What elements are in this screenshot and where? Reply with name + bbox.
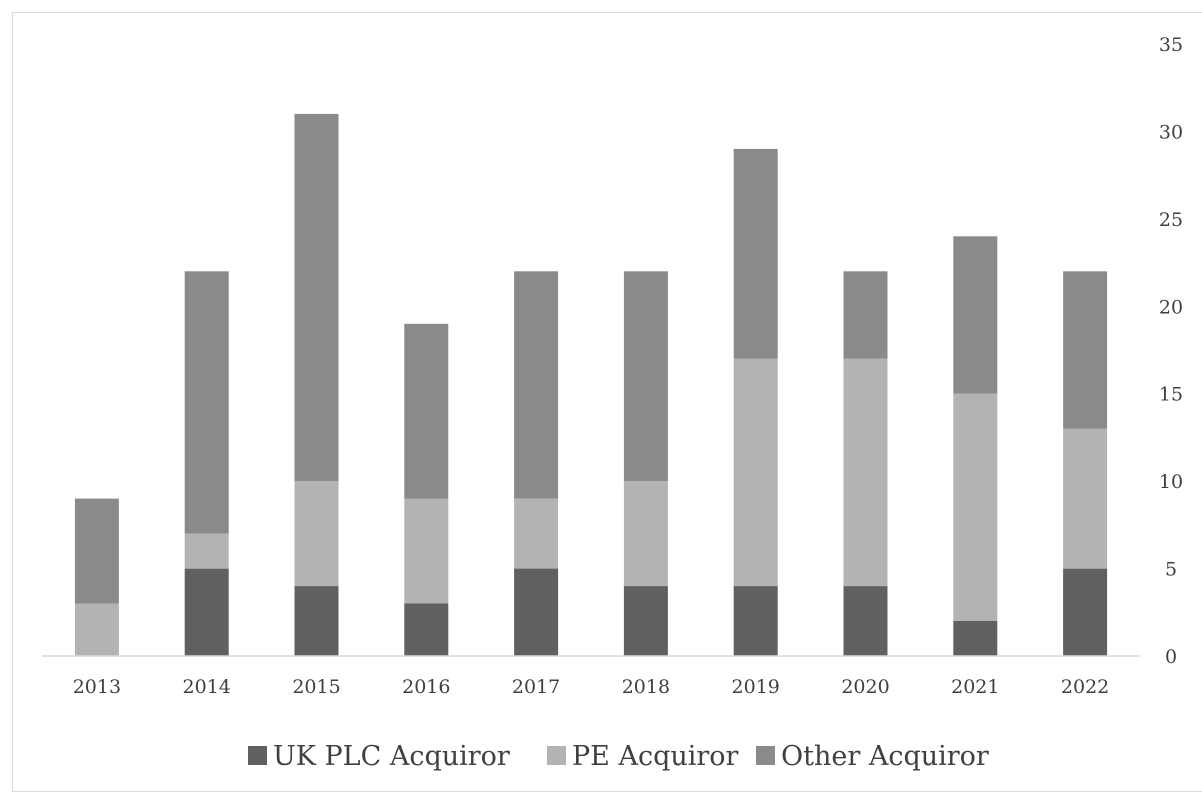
y-tick-label: 30 (1159, 121, 1183, 143)
legend-swatch-1 (547, 746, 566, 765)
bar-2015-series-0 (294, 586, 339, 656)
legend-swatch-0 (248, 746, 267, 765)
bar-2021-series-2 (953, 236, 998, 394)
legend: UK PLC Acquiror PE Acquiror Other Acquiror (248, 741, 989, 772)
bar-2016-series-1 (404, 498, 449, 604)
bar-2014-series-1 (184, 533, 229, 569)
bar-2020-series-2 (843, 271, 888, 359)
bar-2020-series-1 (843, 358, 888, 586)
bar-2017-series-0 (514, 568, 559, 656)
x-tick-label: 2016 (402, 676, 450, 698)
y-tick-label: 10 (1159, 471, 1183, 493)
bar-2020-series-0 (843, 586, 888, 656)
y-tick-label: 5 (1165, 559, 1177, 581)
bar-2018-series-0 (623, 586, 668, 656)
bar-2019-series-2 (733, 148, 778, 359)
x-tick-label: 2015 (292, 676, 340, 698)
bar-2017-series-2 (514, 271, 559, 499)
y-tick-label: 15 (1159, 384, 1183, 406)
legend-label-2: Other Acquiror (781, 741, 989, 772)
bar-2013-series-1 (74, 603, 119, 656)
legend-swatch-2 (756, 746, 775, 765)
x-tick-label: 2017 (512, 676, 560, 698)
x-tick-label: 2014 (183, 676, 231, 698)
x-tick-label: 2022 (1061, 676, 1109, 698)
x-tick-label: 2018 (622, 676, 670, 698)
y-tick-labels: 0 5 10 15 20 25 30 35 (1159, 34, 1183, 668)
bar-2019-series-0 (733, 586, 778, 656)
bar-2014-series-0 (184, 568, 229, 656)
legend-label-0: UK PLC Acquiror (273, 741, 510, 772)
bar-2017-series-1 (514, 498, 559, 569)
bar-2022-series-2 (1063, 271, 1108, 429)
x-tick-label: 2019 (732, 676, 780, 698)
bar-2015-series-2 (294, 113, 339, 482)
bar-2015-series-1 (294, 481, 339, 586)
bar-2014-series-2 (184, 271, 229, 534)
bar-2019-series-1 (733, 358, 778, 586)
bars-layer (74, 113, 1108, 656)
bar-2016-series-0 (404, 603, 449, 656)
y-tick-label: 0 (1165, 646, 1177, 668)
y-tick-label: 20 (1159, 296, 1183, 318)
bar-2018-series-1 (623, 481, 668, 586)
bar-2021-series-0 (953, 621, 998, 656)
y-tick-label: 25 (1159, 209, 1183, 231)
bar-2021-series-1 (953, 393, 998, 621)
x-tick-label: 2020 (841, 676, 889, 698)
x-tick-labels: 2013 2014 2015 2016 2017 2018 2019 2020 2021 2022 (73, 676, 1110, 698)
bar-2016-series-2 (404, 323, 449, 499)
bar-2018-series-2 (623, 271, 668, 482)
legend-label-1: PE Acquiror (572, 741, 739, 772)
x-tick-label: 2021 (951, 676, 999, 698)
bar-2022-series-0 (1063, 568, 1108, 656)
bar-2022-series-1 (1063, 428, 1108, 569)
bar-2013-series-2 (74, 498, 119, 604)
y-tick-label: 35 (1159, 34, 1183, 56)
x-tick-label: 2013 (73, 676, 121, 698)
